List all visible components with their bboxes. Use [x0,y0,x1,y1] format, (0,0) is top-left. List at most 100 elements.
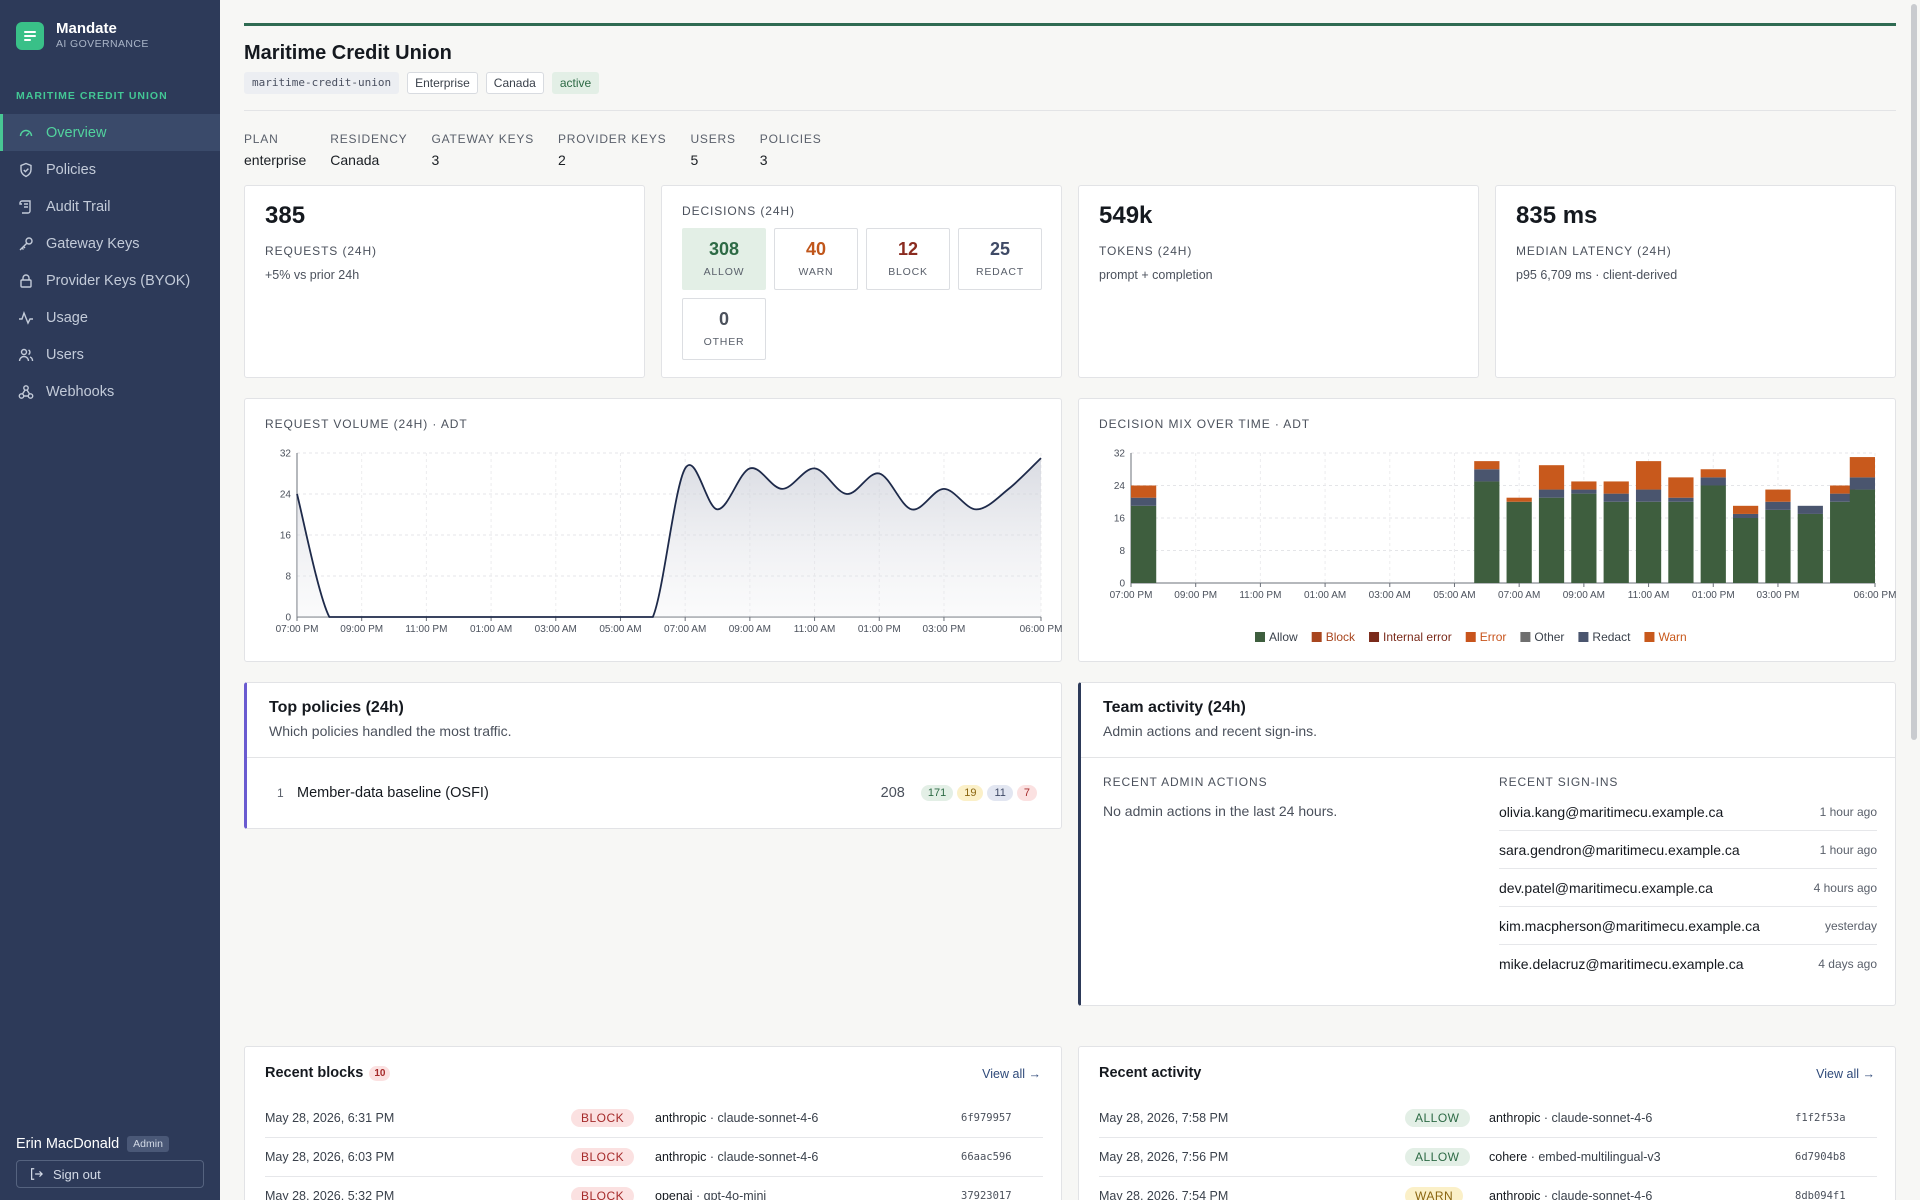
y-tick-label: 24 [1114,481,1126,492]
meta-residency: RESIDENCY Canada [330,132,407,168]
x-tick-label: 11:00 AM [1628,590,1670,601]
sidebar-item-gateway-keys[interactable]: Gateway Keys [0,225,220,262]
requests-label: REQUESTS (24H) [265,244,377,258]
row-provider: cohere [1489,1150,1528,1164]
bar-segment-allow [1732,518,1759,583]
decision-badge: BLOCK [571,1109,635,1127]
meta-gateway-keys: GATEWAY KEYS 3 [431,132,534,168]
mandate-logo-icon [16,22,44,50]
row-hash: 6f979957 [961,1112,1012,1124]
row-decision-cell: BLOCK [571,1187,655,1200]
decisions-card: DECISIONS (24H) 308 ALLOW 40 WARN 12 BLOCK 25 R… [661,185,1062,378]
table-row[interactable]: May 28, 2026, 7:58 PM ALLOW anthropic · … [1099,1099,1877,1138]
view-all-activity-link[interactable]: View all → [1816,1067,1875,1081]
sidebar-item-policies[interactable]: Policies [0,151,220,188]
sidebar-item-webhooks[interactable]: Webhooks [0,373,220,410]
signin-row: sara.gendron@maritimecu.example.ca 1 hour… [1499,831,1877,869]
legend-swatch [1369,632,1380,642]
meta-provider-keys: PROVIDER KEYS 2 [558,132,666,168]
bar-segment-warn [1571,481,1597,490]
admin-actions-header: RECENT ADMIN ACTIONS [1103,775,1268,789]
row-decision-cell: ALLOW [1405,1109,1489,1127]
latency-label: MEDIAN LATENCY (24H) [1516,244,1672,258]
x-tick-label: 01:00 AM [470,624,512,635]
table-row[interactable]: May 28, 2026, 6:03 PM BLOCK anthropic · … [265,1138,1043,1177]
sidebar-item-overview[interactable]: Overview [0,114,220,151]
meta-policies: POLICIES 3 [760,132,822,168]
scroll-icon [18,199,34,215]
slug-tag: maritime-credit-union [244,72,400,94]
bar-segment-allow [1797,513,1823,583]
sign-out-button[interactable]: Sign out [16,1160,204,1188]
signin-row: dev.patel@maritimecu.example.ca 4 hours a… [1499,869,1877,907]
row-model-name: claude-sonnet-4-6 [1551,1189,1653,1200]
policy-warn-count: 19 [957,785,984,801]
row-date: May 28, 2026, 7:56 PM [1099,1150,1229,1164]
policy-allow-count: 171 [920,785,954,801]
team-activity-subtitle: Admin actions and recent sign-ins. [1103,723,1317,739]
row-date: May 28, 2026, 7:54 PM [1099,1189,1229,1200]
bar-segment-allow [1700,485,1726,583]
decisions-grid: 308 ALLOW 40 WARN 12 BLOCK 25 REDACT 0 OTHER [682,228,1042,360]
legend-label: Error [1480,630,1507,644]
legend-swatch [1644,632,1655,642]
page-scrollbar[interactable] [1911,4,1917,740]
signin-email: kim.macpherson@maritimecu.example.ca [1499,917,1760,934]
sidebar-item-audit-trail[interactable]: Audit Trail [0,188,220,225]
bar-segment-redact [1700,477,1726,486]
table-row[interactable]: May 28, 2026, 5:32 PM BLOCK openai · gpt… [265,1177,1043,1200]
brand[interactable]: Mandate AI GOVERNANCE [0,0,220,52]
tokens-label: TOKENS (24H) [1099,244,1193,258]
row-hash: 66aac596 [961,1151,1012,1163]
sidebar-footer: Erin MacDonald Admin Sign out [16,1136,204,1188]
org-label: MARITIME CREDIT UNION [16,90,168,102]
recent-blocks-title-text: Recent blocks [265,1065,364,1081]
x-tick-label: 07:00 PM [1110,590,1153,601]
decision-warn-box: 40 WARN [774,228,858,290]
bar-segment-allow [1635,501,1662,583]
legend-swatch [1311,632,1322,642]
latency-note: p95 6,709 ms · client-derived [1516,268,1678,282]
row-provider: anthropic [655,1150,707,1164]
table-row[interactable]: May 28, 2026, 7:54 PM WARN anthropic · c… [1099,1177,1877,1200]
signin-email: sara.gendron@maritimecu.example.ca [1499,841,1740,858]
bar-segment-allow [1538,497,1565,583]
policy-row[interactable]: 1 Member-data baseline (OSFI) 208 171 19… [277,785,1037,801]
requests-card: 385 REQUESTS (24H) +5% vs prior 24h [244,185,645,378]
bar-segment-allow [1668,501,1694,583]
x-tick-label: 09:00 PM [1174,590,1217,601]
signin-email: mike.delacruz@maritimecu.example.ca [1499,956,1744,972]
decision-label: REDACT [976,266,1024,278]
decision-count: 0 [718,309,729,329]
view-all-blocks-link[interactable]: View all → [982,1067,1041,1081]
decision-allow-box: 308 ALLOW [682,228,766,290]
sidebar-item-label: Usage [46,309,88,326]
sidebar-item-users[interactable]: Users [0,336,220,373]
policy-redact-count: 11 [987,785,1013,801]
sidebar-item-label: Provider Keys (BYOK) [46,272,191,289]
signin-time: 1 hour ago [1819,804,1877,819]
x-tick-label: 03:00 PM [1757,590,1800,601]
x-tick-label: 07:00 AM [1498,590,1540,601]
bar-segment-warn [1506,497,1532,502]
bar-segment-allow [1765,509,1791,583]
key-icon [18,236,34,252]
row-model: anthropic · claude-sonnet-4-6 [655,1150,819,1164]
row-decision-cell: BLOCK [571,1148,655,1166]
row-model-name: embed-multilingual-v3 [1538,1150,1661,1164]
activity-icon [18,310,34,326]
meta-value: 3 [431,152,440,168]
table-row[interactable]: May 28, 2026, 6:31 PM BLOCK anthropic · … [265,1099,1043,1138]
policy-name: Member-data baseline (OSFI) [297,785,489,801]
x-tick-label: 05:00 AM [599,624,641,635]
x-tick-label: 03:00 PM [923,624,966,635]
sidebar-item-provider-keys[interactable]: Provider Keys (BYOK) [0,262,220,299]
latency-value: 835 ms [1516,202,1598,229]
row-hash: 8db094f1 [1795,1190,1846,1200]
legend-label: Internal error [1383,630,1452,644]
signins-list: olivia.kang@maritimecu.example.ca 1 hour … [1499,793,1877,983]
sidebar-item-usage[interactable]: Usage [0,299,220,336]
recent-blocks-title: Recent blocks 10 [265,1065,391,1081]
row-model-name: claude-sonnet-4-6 [1551,1111,1653,1125]
table-row[interactable]: May 28, 2026, 7:56 PM ALLOW cohere · emb… [1099,1138,1877,1177]
